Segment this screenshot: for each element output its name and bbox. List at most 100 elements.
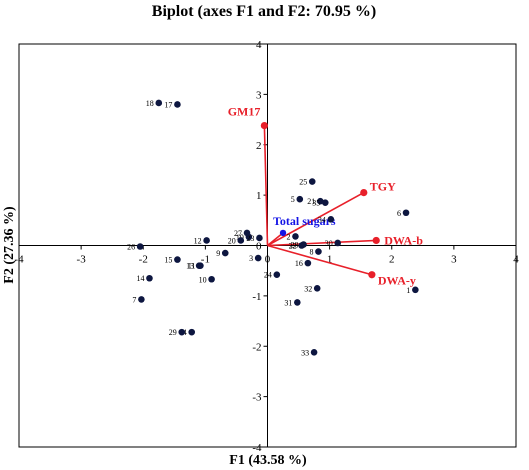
observation-point	[315, 248, 322, 255]
observation-point	[256, 234, 263, 242]
y-tick-label: 4	[256, 39, 262, 51]
observation-point	[321, 199, 329, 206]
x-tick-label: 0	[265, 254, 271, 266]
observation-point	[178, 328, 186, 336]
variable-vector	[267, 191, 365, 247]
x-tick-label: -4	[14, 254, 24, 266]
observation-label: 11	[188, 262, 196, 271]
observation-point	[146, 274, 153, 282]
variable-label: DWA-b	[384, 233, 423, 247]
observation-point	[174, 101, 181, 108]
observation-point	[412, 286, 419, 294]
observation-label: 24	[264, 271, 272, 280]
observation-point	[292, 233, 299, 240]
observation-label: 5	[291, 195, 295, 204]
observation-point	[254, 254, 262, 262]
variable-vector-tip	[260, 122, 268, 130]
observation-label: 1	[406, 286, 410, 295]
observation-label: 33	[301, 348, 309, 357]
observation-point	[221, 249, 229, 257]
y-tick-label: 0	[256, 241, 262, 253]
observation-point	[304, 259, 312, 267]
x-tick-label: -3	[77, 254, 87, 266]
variable-vector-tip	[368, 271, 376, 279]
observation-label: 35	[312, 199, 320, 208]
chart-title: Biplot (axes F1 and F2: 70.95 %)	[152, 3, 376, 20]
observation-label: 14	[136, 274, 144, 283]
y-tick-label: -4	[252, 442, 262, 454]
observation-label: 15	[164, 256, 172, 265]
vectors-layer: GM17 TGY DWA-b DWA-y Total sugars	[228, 105, 423, 288]
observation-label: 34	[318, 215, 326, 224]
variable-vector-tip	[279, 229, 287, 237]
observation-point	[138, 296, 145, 303]
x-tick-label: 4	[513, 254, 519, 266]
observation-point	[334, 239, 342, 247]
observation-label: 8	[309, 248, 313, 257]
observation-label: 31	[284, 298, 292, 307]
observation-point	[294, 299, 301, 306]
x-tick-label: 2	[389, 254, 395, 266]
x-tick-label: -2	[139, 254, 148, 266]
observation-label: 25	[299, 178, 307, 187]
observation-label: 7	[132, 295, 136, 304]
y-tick-label: 1	[256, 190, 262, 202]
observation-label: 27	[234, 229, 242, 238]
variable-label: TGY	[370, 180, 396, 194]
observation-point	[317, 197, 324, 205]
observation-point	[208, 275, 215, 283]
points-layer: 1234567891011121314151617181920212223242…	[127, 99, 419, 357]
y-tick-label: 3	[256, 89, 262, 101]
observation-point	[402, 209, 410, 217]
observation-label: 6	[397, 209, 401, 218]
y-tick-label: -1	[252, 291, 261, 303]
observation-label: 29	[169, 328, 177, 337]
observation-label: 18	[146, 99, 154, 108]
variable-vector	[263, 125, 269, 246]
variable-vector	[267, 244, 373, 276]
y-tick-label: -2	[252, 341, 261, 353]
x-tick-label: 3	[451, 254, 457, 266]
observation-label: 30	[325, 239, 333, 248]
y-tick-label: -3	[252, 392, 262, 404]
observation-label: 26	[127, 243, 135, 252]
observation-label: 20	[228, 236, 236, 245]
variable-vector-tip	[372, 236, 380, 245]
variable-vector	[266, 232, 284, 247]
variable-label: Total sugars	[273, 214, 336, 228]
observation-point	[155, 99, 163, 107]
observation-label: 9	[216, 249, 220, 258]
observation-label: 28	[291, 240, 299, 249]
x-axis-title: F1 (43.58 %)	[229, 453, 307, 468]
observation-label: 32	[304, 284, 312, 293]
observation-label: 23	[246, 234, 254, 243]
observation-label: 21	[307, 197, 315, 206]
variable-label: DWA-y	[378, 274, 416, 288]
observation-point	[243, 229, 251, 237]
observation-label: 17	[164, 100, 172, 109]
observation-label: 2	[286, 232, 290, 241]
observation-label: 10	[199, 275, 207, 284]
observation-point	[136, 243, 144, 250]
y-tick-label: 2	[256, 140, 262, 152]
x-tick-label: -1	[201, 254, 210, 266]
observation-point	[237, 237, 245, 244]
observation-point	[188, 328, 196, 336]
observation-point	[308, 178, 316, 185]
observation-point	[310, 348, 318, 356]
observation-point	[174, 256, 181, 263]
variable-vector	[267, 239, 377, 247]
variable-label: GM17	[228, 105, 261, 119]
observation-point	[327, 216, 335, 223]
observation-label: 12	[194, 236, 202, 245]
observation-point	[273, 271, 281, 279]
observation-point	[313, 285, 321, 292]
variable-vector-tip	[360, 189, 368, 197]
observation-point	[300, 241, 307, 248]
y-axis-title: F2 (27.36 %)	[2, 206, 17, 284]
observation-label: 3	[249, 254, 253, 263]
x-tick-label: 1	[327, 254, 333, 266]
observation-label: 13	[186, 262, 194, 271]
